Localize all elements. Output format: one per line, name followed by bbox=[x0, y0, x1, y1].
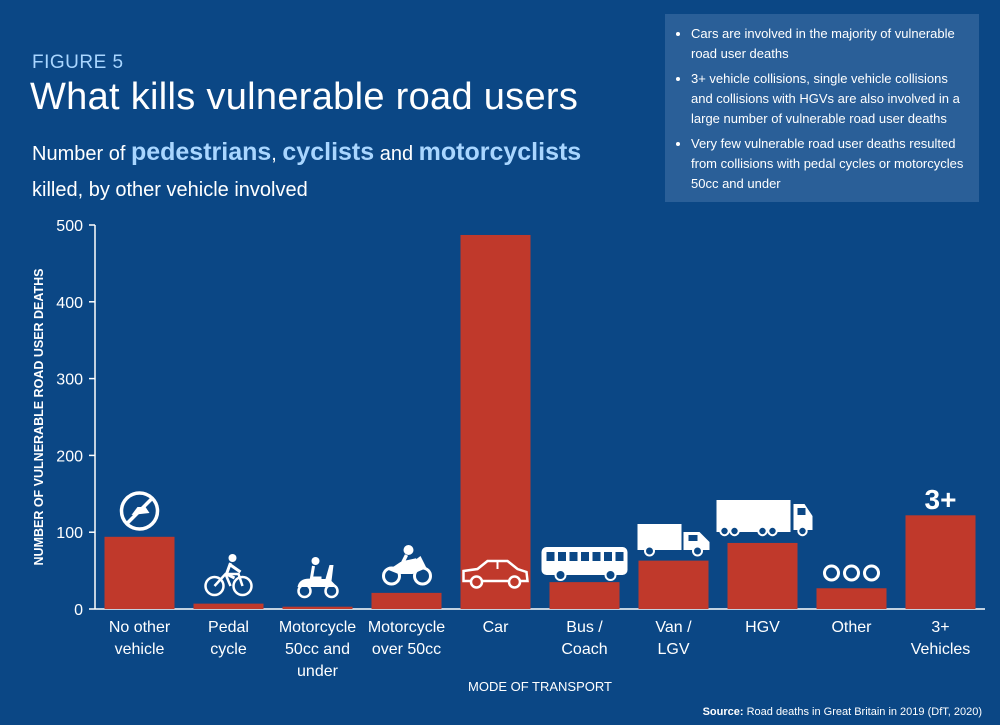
x-tick-label-line: Pedal bbox=[208, 619, 249, 636]
subtitle-pedestrians: pedestrians bbox=[130, 138, 272, 166]
source-label: Source: bbox=[702, 706, 744, 718]
y-tick-label: 100 bbox=[56, 525, 83, 542]
key-finding-3: Very few vulnerable road user deaths res… bbox=[691, 134, 967, 194]
x-tick-label-5: Bus / Coach bbox=[561, 619, 607, 658]
bar-0 bbox=[104, 536, 175, 609]
x-axis-title: MODE OF TRANSPORT bbox=[468, 679, 612, 694]
bar-6 bbox=[638, 560, 709, 609]
chart-subtitle: Number of pedestrians, cyclists and moto… bbox=[32, 134, 632, 208]
x-tick-label-line: 3+ bbox=[931, 619, 949, 636]
chart-title: What kills vulnerable road users bbox=[30, 76, 579, 118]
x-tick-label-4: Car bbox=[483, 619, 509, 636]
subtitle-cyclists: cyclists bbox=[282, 138, 375, 166]
chart-bars bbox=[104, 234, 976, 609]
x-tick-label-line: HGV bbox=[745, 619, 780, 636]
bar-9 bbox=[905, 515, 976, 609]
x-tick-label-6: Van / LGV bbox=[655, 619, 692, 658]
x-tick-label-line: cycle bbox=[210, 641, 247, 658]
key-finding-1: Cars are involved in the majority of vul… bbox=[691, 24, 967, 64]
x-tick-label-line: Motorcycle bbox=[368, 619, 445, 636]
source-note: Source: Road deaths in Great Britain in … bbox=[703, 706, 982, 718]
x-tick-label-line: LGV bbox=[657, 641, 689, 658]
x-tick-label-7: HGV bbox=[745, 619, 780, 636]
x-tick-label-line: Motorcycle bbox=[279, 619, 356, 636]
bar-3 bbox=[371, 592, 442, 609]
truck-icon bbox=[716, 500, 813, 537]
subtitle-comma: , bbox=[271, 143, 277, 165]
three-plus-label: 3+ bbox=[925, 484, 957, 515]
y-tick-label: 400 bbox=[56, 295, 83, 312]
bicycle-icon bbox=[204, 554, 253, 597]
subtitle-suffix: killed, by other vehicle involved bbox=[32, 179, 308, 201]
subtitle-and: and bbox=[374, 143, 419, 165]
other-dots-icon bbox=[823, 564, 880, 582]
x-tick-label-line: Coach bbox=[561, 641, 607, 658]
car-icon bbox=[462, 559, 529, 589]
bar-7 bbox=[727, 542, 798, 609]
x-tick-label-line: Van / bbox=[655, 619, 692, 636]
x-tick-label-line: under bbox=[297, 663, 339, 680]
subtitle-prefix: Number of bbox=[32, 143, 131, 165]
bar-5 bbox=[549, 582, 620, 609]
y-tick-label: 0 bbox=[74, 602, 83, 619]
key-findings-box: Cars are involved in the majority of vul… bbox=[665, 14, 979, 202]
x-tick-label-1: Pedal cycle bbox=[208, 619, 249, 658]
x-tick-label-line: Bus / bbox=[566, 619, 603, 636]
bar-2 bbox=[282, 606, 353, 609]
y-tick-label: 300 bbox=[56, 372, 83, 389]
y-axis-title: NUMBER OF VULNERABLE ROAD USER DEATHS bbox=[32, 269, 46, 566]
bar-4 bbox=[460, 234, 531, 609]
subtitle-motorcyclists: motorcyclists bbox=[418, 138, 582, 166]
no-vehicle-icon bbox=[119, 491, 160, 531]
x-tick-label-9: 3+ Vehicles bbox=[911, 619, 971, 658]
van-icon bbox=[637, 524, 710, 557]
x-tick-label-line: 50cc and bbox=[285, 641, 350, 658]
scooter-icon bbox=[297, 557, 339, 599]
x-tick-label-2: Motorcycle 50cc and under bbox=[279, 619, 356, 680]
bus-icon bbox=[541, 547, 628, 581]
x-tick-label-3: Motorcycle over 50cc bbox=[368, 619, 445, 658]
y-tick-label: 200 bbox=[56, 448, 83, 465]
x-tick-label-line: over 50cc bbox=[372, 641, 441, 658]
x-tick-label-line: Vehicles bbox=[911, 641, 971, 658]
x-tick-label-line: Other bbox=[831, 619, 872, 636]
chart-icons: 3+ bbox=[119, 484, 957, 599]
x-tick-label-0: No other vehicle bbox=[109, 619, 171, 658]
y-tick-label: 500 bbox=[56, 218, 83, 235]
three-plus-icon: 3+ bbox=[925, 484, 957, 515]
key-finding-2: 3+ vehicle collisions, single vehicle co… bbox=[691, 69, 967, 129]
x-tick-label-8: Other bbox=[831, 619, 872, 636]
bar-1 bbox=[193, 603, 264, 609]
source-text: Road deaths in Great Britain in 2019 (Df… bbox=[743, 706, 982, 718]
x-tick-label-line: vehicle bbox=[115, 641, 165, 658]
motorcycle-icon bbox=[382, 545, 432, 586]
figure-label: FIGURE 5 bbox=[32, 52, 124, 73]
x-tick-label-line: Car bbox=[483, 619, 509, 636]
x-tick-label-line: No other bbox=[109, 619, 171, 636]
bar-8 bbox=[816, 588, 887, 609]
chart-x-labels: No other vehicle Pedal cycle Motorcycle 50cc … bbox=[109, 619, 970, 680]
